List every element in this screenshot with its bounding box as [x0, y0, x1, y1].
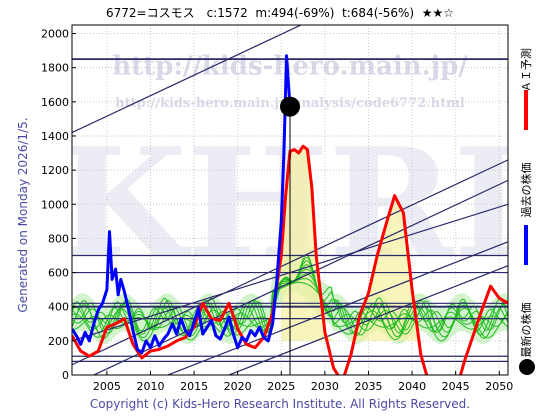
- legend-label: 過去の株価: [519, 163, 533, 218]
- legend-swatch-latest: [519, 359, 535, 375]
- y-tick-label: 2000: [41, 28, 69, 41]
- y-tick-label: 1200: [41, 164, 69, 177]
- y-tick-label: 800: [48, 232, 69, 245]
- x-tick-label: 2015: [180, 380, 208, 393]
- y-tick-label: 400: [48, 301, 69, 314]
- series-past-price: [72, 54, 292, 355]
- x-tick-label: 2035: [354, 380, 382, 393]
- trend-line: [72, 25, 303, 134]
- x-tick-label: 2050: [485, 380, 513, 393]
- copyright-footer: Copyright (c) Kids-Hero Research Institu…: [89, 397, 471, 411]
- legend-label: ＡＩ予測: [519, 48, 533, 92]
- y-tick-label: 200: [48, 335, 69, 348]
- x-tick-label: 2005: [93, 380, 121, 393]
- chart-title: 6772=コスモス c:1572 m:494(-69%) t:684(-56%)…: [106, 6, 454, 20]
- y-tick-label: 600: [48, 267, 69, 280]
- y-tick-label: 1800: [41, 62, 69, 75]
- x-tick-label: 2045: [442, 380, 470, 393]
- watermark-url: http://kids-hero.main.jp/: [112, 52, 468, 82]
- y-tick-label: 1600: [41, 96, 69, 109]
- legend-label: 最新の株価: [519, 303, 533, 358]
- x-tick-label: 2025: [267, 380, 295, 393]
- x-tick-label: 2020: [224, 380, 252, 393]
- x-tick-label: 2030: [311, 380, 339, 393]
- y-tick-label: 0: [62, 369, 69, 382]
- series-ai-prediction: [72, 144, 508, 375]
- plot-frame: [71, 24, 509, 376]
- y-tick-label: 1400: [41, 130, 69, 143]
- y-tick-label: 1000: [41, 198, 69, 211]
- current-price-marker: [280, 96, 300, 117]
- x-tick-label: 2040: [398, 380, 426, 393]
- x-tick-label: 2010: [136, 380, 164, 393]
